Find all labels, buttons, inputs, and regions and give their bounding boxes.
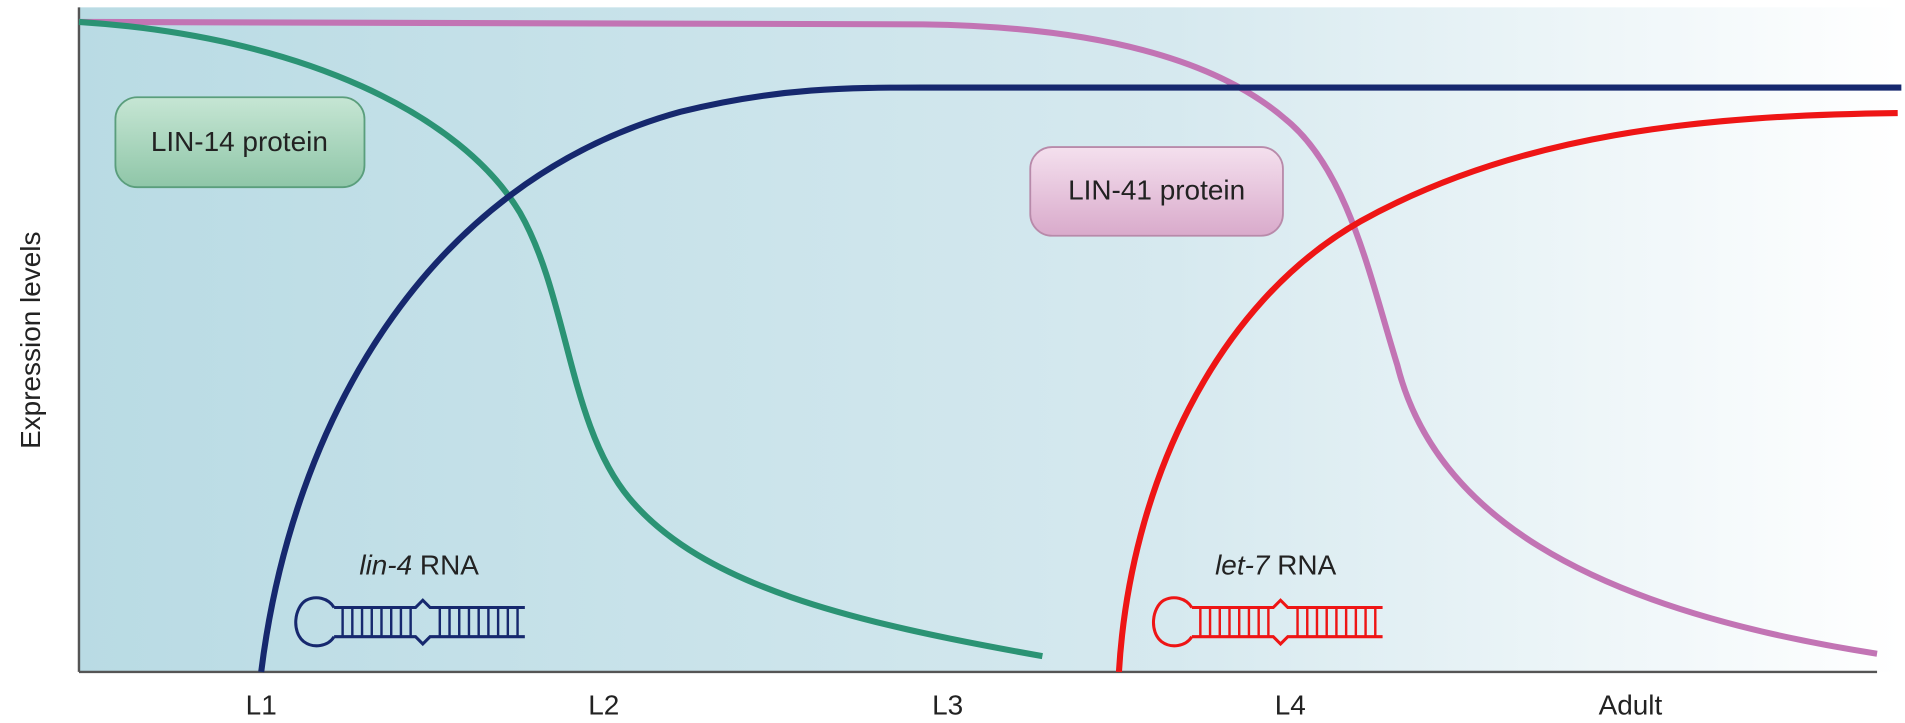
stage-label: L3 xyxy=(932,690,963,721)
stage-label: L1 xyxy=(246,690,277,721)
y-axis-label: Expression levels xyxy=(15,232,46,449)
lin41-label: LIN-41 protein xyxy=(1068,174,1245,205)
stage-label: L2 xyxy=(588,690,619,721)
lin14-label: LIN-14 protein xyxy=(151,126,328,157)
lin4-suffix: RNA xyxy=(420,550,479,581)
let7-suffix: RNA xyxy=(1277,550,1336,581)
let7-label: let-7 RNA xyxy=(1215,550,1336,581)
lin4-label: lin-4 RNA xyxy=(359,550,479,581)
let7-gene: let-7 xyxy=(1215,550,1271,581)
stage-label: L4 xyxy=(1275,690,1306,721)
diagram: LIN-14 protein LIN-41 protein lin-4 RNA … xyxy=(0,0,1905,723)
lin4-gene: lin-4 xyxy=(359,550,412,581)
stage-label: Adult xyxy=(1599,690,1663,721)
